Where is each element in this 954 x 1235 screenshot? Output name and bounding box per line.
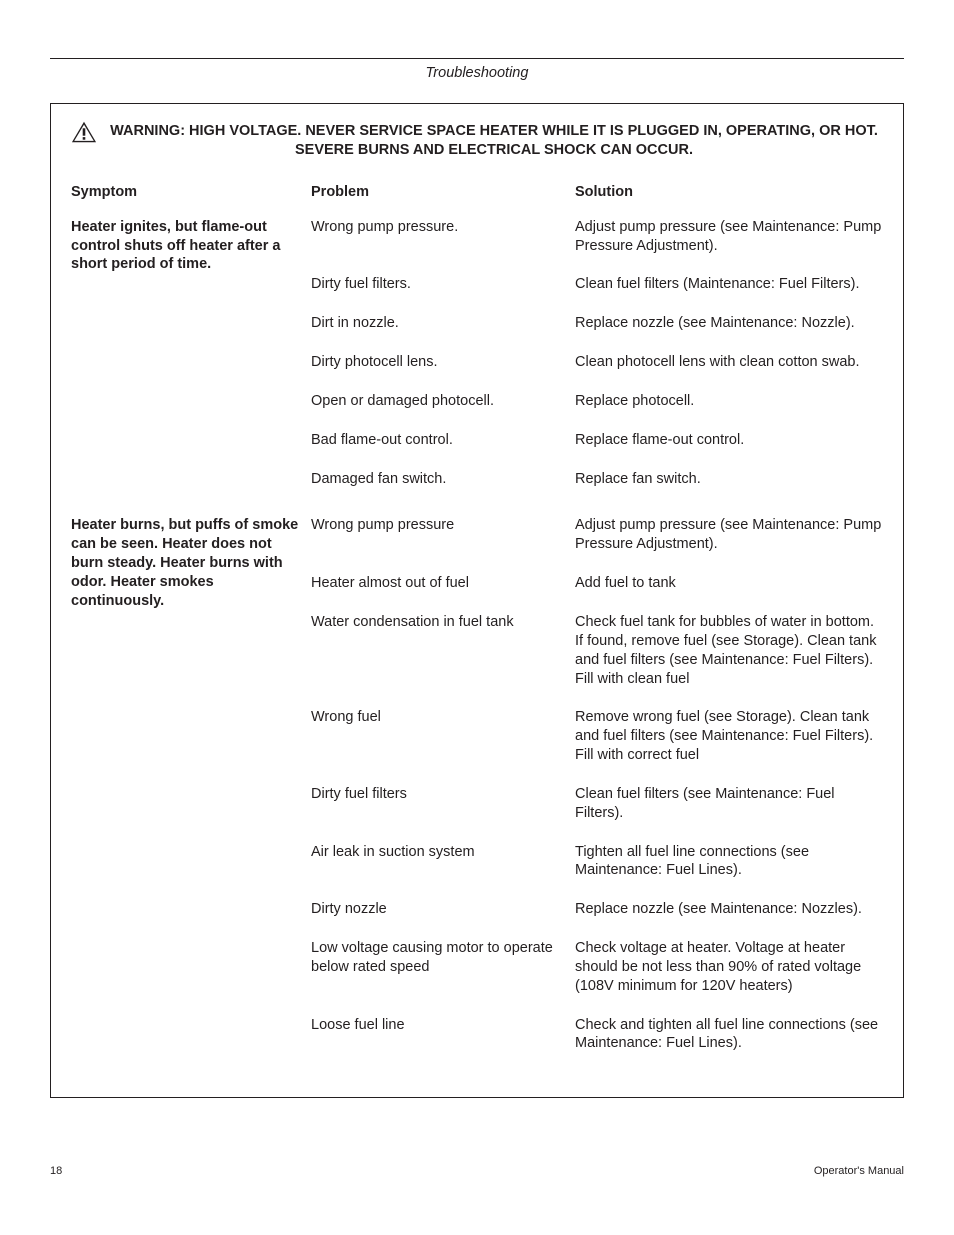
problem-cell: Dirty nozzle: [311, 900, 575, 919]
table-row: Heater burns, but puffs of smoke can be …: [71, 516, 883, 1053]
problem-row: Dirt in nozzle.Replace nozzle (see Maint…: [311, 314, 883, 333]
symptom-group: Heater ignites, but flame-out control sh…: [71, 218, 883, 489]
section-title: Troubleshooting: [50, 65, 904, 81]
solution-cell: Add fuel to tank: [575, 574, 883, 593]
problem-cell: Open or damaged photocell.: [311, 392, 575, 411]
header-problem: Problem: [311, 184, 575, 200]
page-content: Troubleshooting WARNING: HIGH VOLTAGE. N…: [50, 30, 904, 1098]
solution-cell: Clean fuel filters (Maintenance: Fuel Fi…: [575, 275, 883, 294]
problem-cell: Dirty fuel filters: [311, 785, 575, 823]
table-header-row: Symptom Problem Solution: [71, 184, 883, 200]
problem-cell: Water condensation in fuel tank: [311, 613, 575, 688]
problem-row: Dirty fuel filters.Clean fuel filters (M…: [311, 275, 883, 294]
header-solution: Solution: [575, 184, 883, 200]
problem-cell: Air leak in suction system: [311, 843, 575, 881]
solution-cell: Replace nozzle (see Maintenance: Nozzles…: [575, 900, 883, 919]
problem-row: Open or damaged photocell.Replace photoc…: [311, 392, 883, 411]
warning-text: WARNING: HIGH VOLTAGE. NEVER SERVICE SPA…: [105, 122, 883, 160]
troubleshooting-box: WARNING: HIGH VOLTAGE. NEVER SERVICE SPA…: [50, 103, 904, 1098]
problem-row: Dirty photocell lens.Clean photocell len…: [311, 353, 883, 372]
problem-row: Heater almost out of fuelAdd fuel to tan…: [311, 574, 883, 593]
problem-cell: Wrong fuel: [311, 708, 575, 765]
problem-row: Bad flame-out control.Replace flame-out …: [311, 431, 883, 450]
problem-row: Water condensation in fuel tankCheck fue…: [311, 613, 883, 688]
solution-cell: Replace nozzle (see Maintenance: Nozzle)…: [575, 314, 883, 333]
solution-cell: Check voltage at heater. Voltage at heat…: [575, 939, 883, 996]
troubleshooting-table: Symptom Problem Solution Heater ignites,…: [71, 184, 883, 1082]
problem-row: Wrong pump pressure.Adjust pump pressure…: [311, 218, 883, 256]
solution-cell: Replace fan switch.: [575, 470, 883, 489]
problem-cell: Bad flame-out control.: [311, 431, 575, 450]
problem-cell: Dirty photocell lens.: [311, 353, 575, 372]
solution-cell: Check fuel tank for bubbles of water in …: [575, 613, 883, 688]
warning-icon: [71, 120, 97, 144]
problem-row: Low voltage causing motor to operate bel…: [311, 939, 883, 996]
problem-row: Dirty fuel filtersClean fuel filters (se…: [311, 785, 883, 823]
problem-row: Air leak in suction systemTighten all fu…: [311, 843, 883, 881]
problem-row: Wrong pump pressureAdjust pump pressure …: [311, 516, 883, 554]
solution-cell: Check and tighten all fuel line connecti…: [575, 1016, 883, 1054]
solution-cell: Adjust pump pressure (see Maintenance: P…: [575, 516, 883, 554]
problem-cell: Dirty fuel filters.: [311, 275, 575, 294]
problem-row: Dirty nozzleReplace nozzle (see Maintena…: [311, 900, 883, 919]
problem-row: Loose fuel lineCheck and tighten all fue…: [311, 1016, 883, 1054]
problem-row: Damaged fan switch.Replace fan switch.: [311, 470, 883, 489]
problem-cell: Damaged fan switch.: [311, 470, 575, 489]
problem-row: Wrong fuelRemove wrong fuel (see Storage…: [311, 708, 883, 765]
page-number: 18: [50, 1165, 62, 1177]
solution-cell: Remove wrong fuel (see Storage). Clean t…: [575, 708, 883, 765]
solution-cell: Adjust pump pressure (see Maintenance: P…: [575, 218, 883, 256]
problem-cell: Low voltage causing motor to operate bel…: [311, 939, 575, 996]
header-symptom: Symptom: [71, 184, 311, 200]
warning-row: WARNING: HIGH VOLTAGE. NEVER SERVICE SPA…: [71, 122, 883, 160]
solution-cell: Replace photocell.: [575, 392, 883, 411]
solution-cell: Replace flame-out control.: [575, 431, 883, 450]
problem-cell: Loose fuel line: [311, 1016, 575, 1054]
symptom-group: Heater burns, but puffs of smoke can be …: [71, 516, 883, 1053]
page-footer: 18 Operator's Manual: [50, 1165, 904, 1177]
solution-cell: Clean fuel filters (see Maintenance: Fue…: [575, 785, 883, 823]
doc-label: Operator's Manual: [814, 1165, 904, 1177]
symptom-label: Heater burns, but puffs of smoke can be …: [71, 516, 299, 610]
table-row: Heater ignites, but flame-out control sh…: [71, 218, 883, 489]
solution-cell: Tighten all fuel line connections (see M…: [575, 843, 883, 881]
problem-cell: Wrong pump pressure: [311, 516, 575, 554]
problem-cell: Wrong pump pressure.: [311, 218, 575, 256]
symptom-label: Heater ignites, but flame-out control sh…: [71, 218, 299, 275]
problem-cell: Heater almost out of fuel: [311, 574, 575, 593]
problem-cell: Dirt in nozzle.: [311, 314, 575, 333]
solution-cell: Clean photocell lens with clean cotton s…: [575, 353, 883, 372]
header-rule: [50, 58, 904, 59]
